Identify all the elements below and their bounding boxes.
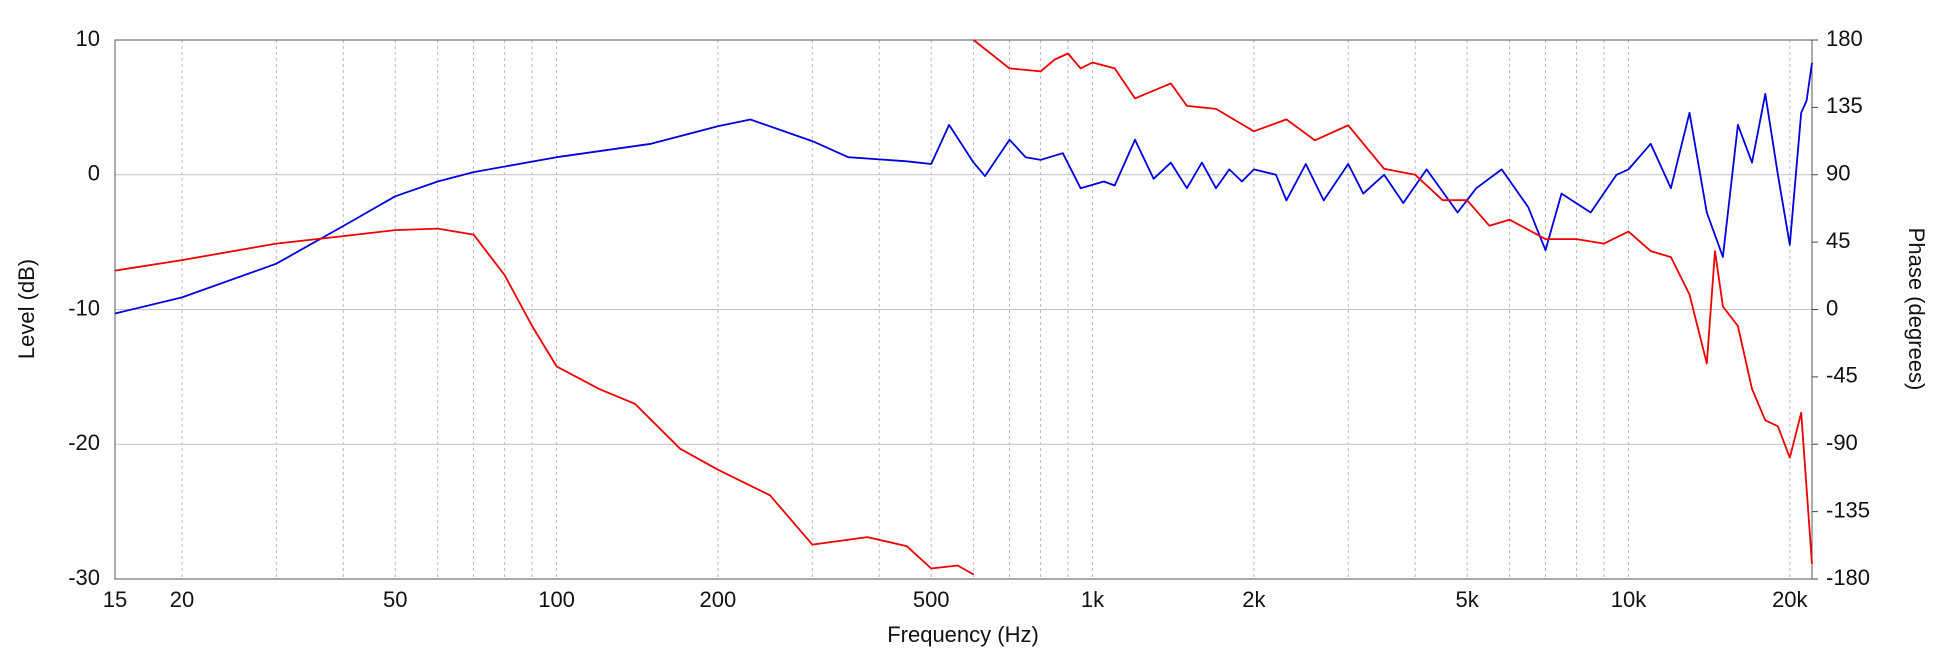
y-tick-label: 0 bbox=[88, 161, 100, 186]
y-tick-label: 10 bbox=[76, 26, 100, 51]
y2-tick-label: 135 bbox=[1826, 93, 1863, 118]
x-axis-label: Frequency (Hz) bbox=[887, 622, 1039, 647]
x-tick-label: 15 bbox=[103, 587, 127, 612]
x-tick-label: 5k bbox=[1456, 587, 1480, 612]
y2-tick-label: 90 bbox=[1826, 161, 1850, 186]
x-tick-label: 10k bbox=[1611, 587, 1647, 612]
y2-tick-label: 45 bbox=[1826, 228, 1850, 253]
y-tick-label: -10 bbox=[68, 295, 100, 320]
y-tick-label: -30 bbox=[68, 565, 100, 590]
y2-tick-label: -45 bbox=[1826, 363, 1858, 388]
x-tick-label: 50 bbox=[383, 587, 407, 612]
series-line bbox=[114, 39, 1813, 576]
x-tick-label: 100 bbox=[538, 587, 575, 612]
y2-tick-label: -135 bbox=[1826, 497, 1870, 522]
x-tick-label: 20k bbox=[1772, 587, 1808, 612]
y2-axis-label: Phase (degrees) bbox=[1904, 228, 1929, 391]
plot-frame bbox=[114, 39, 1813, 580]
y-tick-label: -20 bbox=[68, 430, 100, 455]
y2-tick-label: -180 bbox=[1826, 565, 1870, 590]
x-tick-label: 500 bbox=[913, 587, 950, 612]
y-axis-label: Level (dB) bbox=[14, 259, 39, 359]
series-line bbox=[114, 62, 1813, 315]
y2-tick-label: 180 bbox=[1826, 26, 1863, 51]
x-tick-label: 1k bbox=[1081, 587, 1105, 612]
y2-tick-label: -90 bbox=[1826, 430, 1858, 455]
x-tick-label: 200 bbox=[700, 587, 737, 612]
y2-tick-label: 0 bbox=[1826, 295, 1838, 320]
x-tick-label: 20 bbox=[170, 587, 194, 612]
x-tick-label: 2k bbox=[1242, 587, 1266, 612]
